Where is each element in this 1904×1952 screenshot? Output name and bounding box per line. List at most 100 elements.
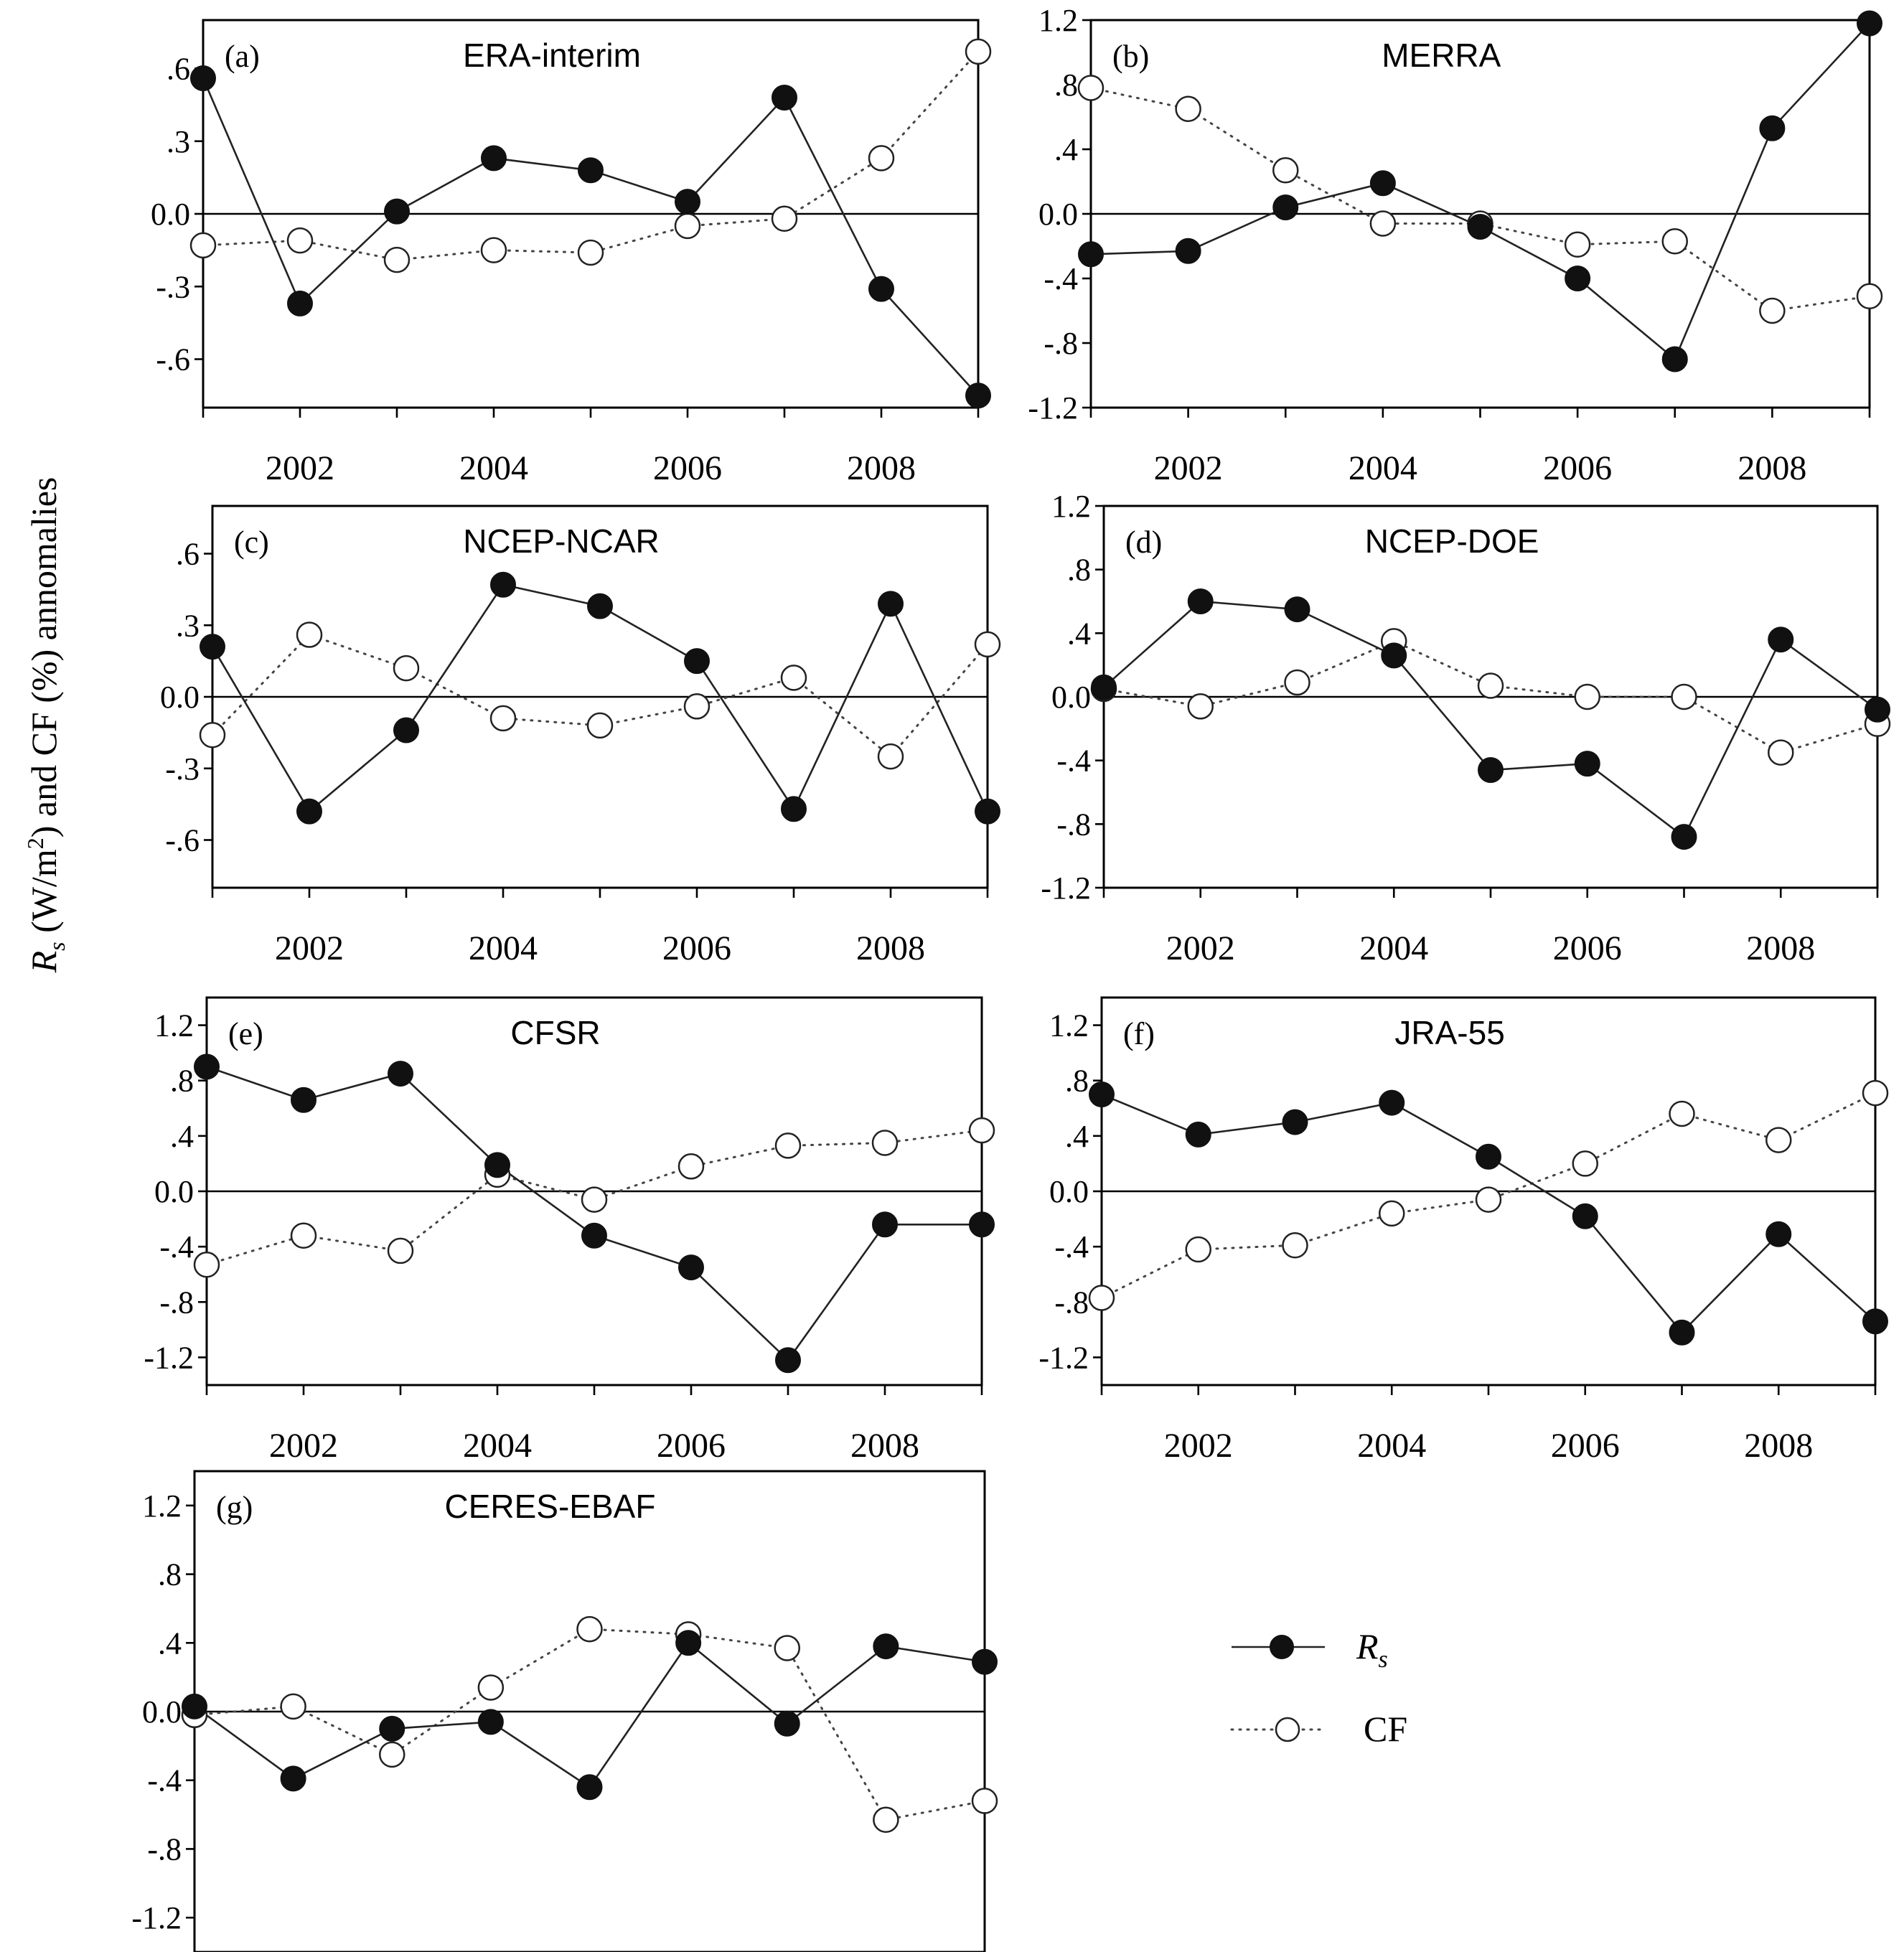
x-tick-label: 2004 xyxy=(1359,929,1428,967)
cf-point-2001 xyxy=(189,232,217,259)
cf-point-2009 xyxy=(965,38,992,65)
cf-point-2001 xyxy=(1077,75,1105,101)
legend-cf-label: CF xyxy=(1364,1709,1407,1749)
x-tick-label: 2004 xyxy=(463,1427,532,1465)
y-tick-label: 1.2 xyxy=(1038,3,1078,38)
rs-point-2004 xyxy=(477,1709,504,1735)
y-axis-label-symbol: R xyxy=(24,951,64,974)
rs-point-2004 xyxy=(490,571,516,598)
x-tick-label: 2002 xyxy=(269,1427,338,1465)
y-tick-label: .8 xyxy=(170,1064,194,1099)
y-tick-label: 0.0 xyxy=(160,680,200,715)
cf-point-2002 xyxy=(1187,693,1214,720)
rs-point-2003 xyxy=(388,1061,413,1087)
rs-point-2004 xyxy=(481,145,507,172)
legend-rs-subscript: s xyxy=(1379,1646,1388,1673)
panels: .6 .3 0.0 -.3 -.6 2002 2004 2006 2008 (a) ERA-inte… xyxy=(131,3,1891,1952)
cf-point-2007 xyxy=(774,1132,802,1159)
rs-point-2005 xyxy=(1476,1143,1501,1170)
legend-rs-marker xyxy=(1270,1635,1294,1659)
cf-point-2006 xyxy=(1574,683,1600,710)
rs-point-2005 xyxy=(1478,756,1504,783)
panel-title: CFSR xyxy=(510,1014,600,1051)
cf-point-2007 xyxy=(1671,683,1697,710)
y-tick-label: -.4 xyxy=(147,1763,182,1798)
cf-point-2004 xyxy=(480,237,507,263)
y-tick-label: -1.2 xyxy=(1038,1340,1089,1375)
rs-point-2004 xyxy=(1379,1089,1405,1116)
cf-point-2001 xyxy=(199,721,226,749)
cf-point-2003 xyxy=(393,654,420,682)
legend-rs-symbol: R xyxy=(1356,1626,1379,1666)
x-tick-label: 2008 xyxy=(856,929,925,967)
cf-point-2002 xyxy=(296,621,323,648)
rs-point-2009 xyxy=(1857,10,1882,37)
cf-point-2009 xyxy=(1862,1079,1889,1107)
panel-c: .6 .3 0.0 -.3 -.6 2002 2004 2006 2008 (c) NCEP-NCA… xyxy=(160,505,1001,967)
rs-point-2002 xyxy=(280,1765,306,1792)
rs-point-2005 xyxy=(587,593,613,619)
y-tick-label: -.4 xyxy=(159,1229,194,1264)
rs-series-line xyxy=(1101,1093,1876,1334)
y-tick-label: 1.2 xyxy=(1049,1008,1089,1043)
y-tick-label: -1.2 xyxy=(144,1340,194,1375)
cf-point-2003 xyxy=(387,1237,414,1264)
rs-point-2007 xyxy=(775,1347,801,1374)
panel-title: MERRA xyxy=(1382,37,1501,74)
y-axis-label-subscript: s xyxy=(44,942,70,950)
panel-letter: (d) xyxy=(1125,525,1162,560)
cf-point-2004 xyxy=(477,1674,505,1701)
y-tick-label: -1.2 xyxy=(1041,871,1091,906)
rs-point-2005 xyxy=(576,1774,603,1801)
cf-point-2009 xyxy=(974,631,1001,658)
panel-letter: (c) xyxy=(234,525,269,560)
cf-point-2008 xyxy=(1759,297,1786,324)
x-tick-label: 2006 xyxy=(1543,449,1612,487)
cf-point-2002 xyxy=(1175,95,1201,122)
x-tick-label: 2004 xyxy=(469,929,538,967)
y-tick-label: .3 xyxy=(176,608,200,643)
cf-point-2006 xyxy=(683,693,711,720)
rs-series-line xyxy=(206,1066,982,1362)
rs-point-2001 xyxy=(1091,674,1117,700)
y-tick-label: .3 xyxy=(167,124,190,159)
rs-point-2002 xyxy=(291,1087,316,1113)
rs-point-2009 xyxy=(965,383,991,409)
y-tick-label: 0.0 xyxy=(1049,1174,1089,1209)
rs-point-2008 xyxy=(1759,115,1786,141)
rs-point-2006 xyxy=(678,1254,704,1281)
rs-point-2009 xyxy=(975,798,1000,825)
cf-point-2007 xyxy=(771,205,798,232)
cf-point-2002 xyxy=(290,1222,317,1249)
rs-point-2002 xyxy=(1185,1121,1211,1148)
y-tick-label: 0.0 xyxy=(151,197,190,232)
y-tick-label: 0.0 xyxy=(1038,197,1078,232)
panel-title: ERA-interim xyxy=(463,37,641,74)
cf-point-2003 xyxy=(1272,157,1299,184)
rs-point-2006 xyxy=(1565,266,1591,291)
cf-point-2002 xyxy=(280,1693,306,1720)
y-tick-label: .4 xyxy=(170,1119,194,1154)
x-tick-label: 2008 xyxy=(1737,449,1806,487)
cf-point-2005 xyxy=(576,1615,603,1643)
cf-point-2006 xyxy=(674,212,701,240)
y-axis-label: Rs (W/m2) and CF (%) annomalies xyxy=(22,477,70,974)
rs-point-2003 xyxy=(1272,194,1299,220)
x-tick-label: 2002 xyxy=(1164,1427,1233,1465)
rs-point-2009 xyxy=(972,1648,998,1675)
y-tick-label: -1.2 xyxy=(1028,390,1078,426)
y-tick-label: -1.2 xyxy=(131,1900,182,1935)
cf-point-2005 xyxy=(586,712,614,739)
panel-letter: (b) xyxy=(1112,39,1149,74)
cf-point-2006 xyxy=(677,1153,705,1180)
cf-point-2009 xyxy=(971,1788,998,1814)
y-tick-label: -.8 xyxy=(159,1285,194,1320)
y-tick-label: .8 xyxy=(1065,1064,1089,1099)
panel-g: 1.2.8.40.0-.4-.8-1.22002200420062008(g)C… xyxy=(131,1470,998,1952)
y-tick-label: -.8 xyxy=(1044,326,1078,361)
rs-point-2006 xyxy=(1572,1203,1598,1229)
cf-point-2008 xyxy=(1765,1127,1792,1153)
panel-d: 1.2 .8 .4 0.0 -.4 -.8 -1.2 2002 2004 2006 2008 (d) N… xyxy=(1041,489,1891,967)
cf-point-2007 xyxy=(780,665,807,691)
